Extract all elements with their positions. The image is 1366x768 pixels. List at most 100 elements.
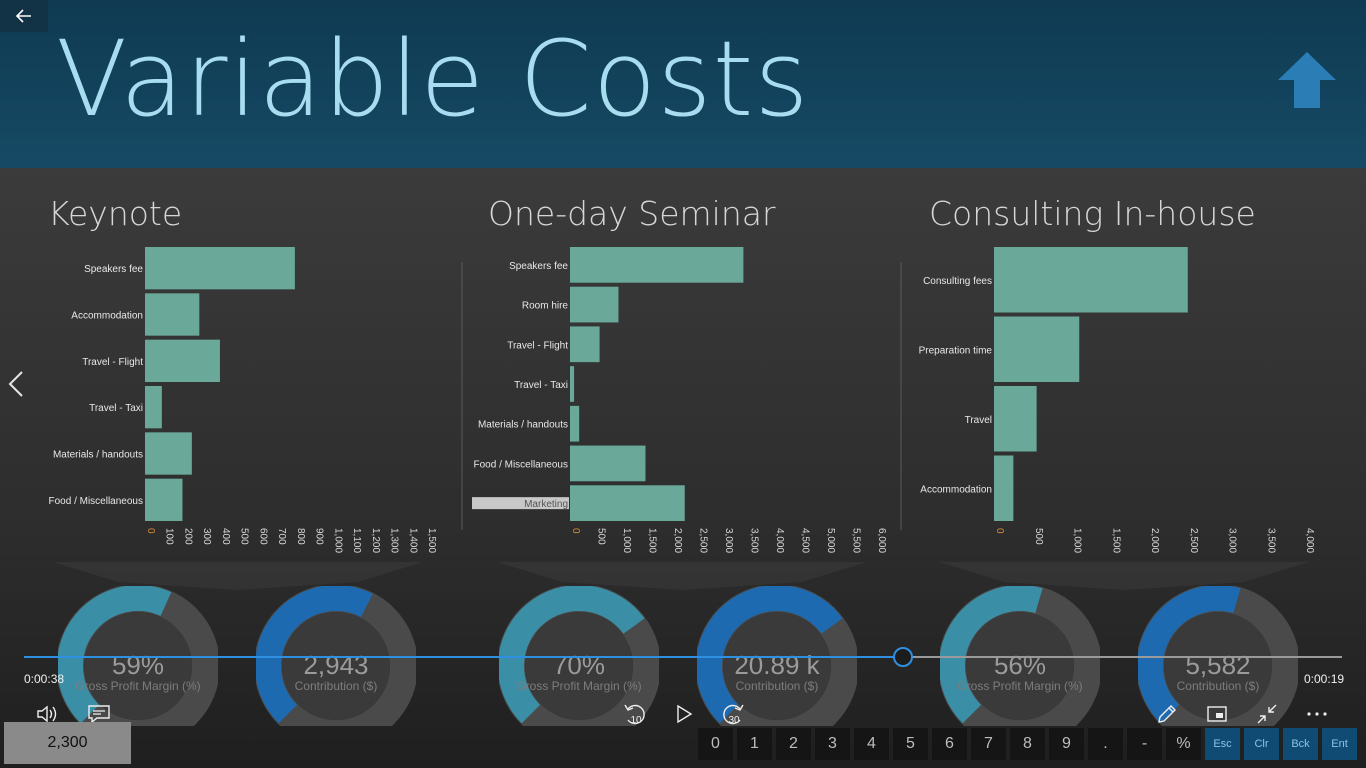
gauge-value: 2,943 xyxy=(303,650,369,680)
x-tick-label: 1,500 xyxy=(1110,528,1121,553)
gauge-label: Gross Profit Margin (%) xyxy=(75,679,201,693)
more-icon xyxy=(1307,712,1327,716)
previous-slide-icon[interactable] xyxy=(4,368,28,400)
gauge-center xyxy=(1164,612,1272,720)
exit-fullscreen-button[interactable] xyxy=(1253,700,1281,728)
x-tick-label: 6,000 xyxy=(876,528,887,553)
x-tick-label: 300 xyxy=(201,528,212,545)
calculator-display: 2,300 xyxy=(4,722,131,764)
x-tick-label: 5,000 xyxy=(825,528,836,553)
gauge-center xyxy=(525,612,633,720)
category-highlight xyxy=(472,497,569,510)
bar xyxy=(570,247,744,283)
gauge-value: 59% xyxy=(111,650,165,680)
bar xyxy=(145,247,295,290)
category-label: Travel - Taxi xyxy=(514,380,568,391)
pen-icon xyxy=(1158,705,1176,723)
x-tick-label: 1,400 xyxy=(407,528,418,553)
x-tick-label: 500 xyxy=(239,528,250,545)
x-tick-label: 2,000 xyxy=(1149,528,1160,553)
keypad-key[interactable]: 6 xyxy=(932,728,967,760)
x-tick-label: 400 xyxy=(220,528,231,545)
x-tick-label: 2,500 xyxy=(1188,528,1199,553)
captions-icon xyxy=(88,705,110,724)
play-button[interactable] xyxy=(670,700,698,728)
x-tick-label: 1,500 xyxy=(647,528,658,553)
gauge-value: 20.89 k xyxy=(734,650,820,680)
x-tick-label: 800 xyxy=(295,528,306,545)
mini-view-button[interactable] xyxy=(1203,700,1231,728)
exit-fullscreen-icon xyxy=(1257,704,1277,724)
bar xyxy=(570,445,646,482)
x-tick-label: 4,500 xyxy=(800,528,811,553)
category-label: Speakers fee xyxy=(509,261,568,272)
x-tick-label: 1,100 xyxy=(351,528,362,553)
bar xyxy=(145,432,192,475)
keypad-key[interactable]: - xyxy=(1127,728,1162,760)
slide-header: Variable Costs xyxy=(0,0,1366,168)
x-tick-label: 4,000 xyxy=(1304,528,1315,553)
keypad-key[interactable]: 4 xyxy=(854,728,889,760)
back-button[interactable] xyxy=(0,0,48,32)
keypad-clr-key[interactable]: Clr xyxy=(1244,728,1279,760)
bar xyxy=(570,326,600,363)
gauge-fill xyxy=(939,585,1043,724)
keypad-key[interactable]: 2 xyxy=(776,728,811,760)
category-label: Travel - Flight xyxy=(507,340,568,351)
bar xyxy=(570,405,580,442)
gauge-center xyxy=(723,612,831,720)
bar xyxy=(145,293,200,336)
x-tick-label: 2,500 xyxy=(698,528,709,553)
pen-button[interactable] xyxy=(1153,700,1181,728)
forward-button[interactable]: 30 xyxy=(718,700,748,728)
back-arrow-icon xyxy=(16,9,31,23)
keypad-key[interactable]: 0 xyxy=(698,728,733,760)
panel-chevron xyxy=(939,562,1309,590)
keypad-key[interactable]: 7 xyxy=(971,728,1006,760)
bar xyxy=(570,366,575,402)
category-label: Food / Miscellaneous xyxy=(49,496,144,507)
keypad-esc-key[interactable]: Esc xyxy=(1205,728,1240,760)
x-tick-label: 0 xyxy=(570,528,581,534)
x-tick-label: 500 xyxy=(596,528,607,545)
keypad-key[interactable]: 9 xyxy=(1049,728,1084,760)
x-tick-label: 600 xyxy=(257,528,268,545)
play-icon xyxy=(677,704,693,724)
keypad-ent-key[interactable]: Ent xyxy=(1322,728,1357,760)
x-tick-label: 5,500 xyxy=(851,528,862,553)
panel-title-seminar: One-day Seminar xyxy=(488,194,776,233)
x-tick-label: 200 xyxy=(182,528,193,545)
gauge-label: Contribution ($) xyxy=(294,679,378,693)
volume-icon xyxy=(37,705,57,723)
keypad-key[interactable]: 1 xyxy=(737,728,772,760)
gauge-fill xyxy=(57,585,172,724)
x-tick-label: 1,000 xyxy=(332,528,343,553)
keypad-key[interactable]: 3 xyxy=(815,728,850,760)
category-label: Travel - Taxi xyxy=(89,403,143,414)
category-label: Accommodation xyxy=(71,311,143,322)
slide-title: Variable Costs xyxy=(56,18,810,140)
keypad-key[interactable]: 5 xyxy=(893,728,928,760)
gauge-label: Gross Profit Margin (%) xyxy=(516,679,642,693)
x-tick-label: 1,000 xyxy=(1072,528,1083,553)
gauge-fill xyxy=(498,585,645,724)
seek-thumb[interactable] xyxy=(893,647,914,667)
keypad-key[interactable]: % xyxy=(1166,728,1201,760)
rewind-button[interactable]: 10 xyxy=(620,700,650,728)
remaining-time: 0:00:19 xyxy=(1304,672,1345,686)
bar xyxy=(994,386,1037,452)
seek-bar[interactable] xyxy=(24,656,1342,658)
bar xyxy=(994,455,1014,521)
keypad-key[interactable]: . xyxy=(1088,728,1123,760)
category-label: Preparation time xyxy=(919,345,993,356)
x-tick-label: 500 xyxy=(1033,528,1044,545)
bar xyxy=(570,485,685,521)
keypad-key[interactable]: 8 xyxy=(1010,728,1045,760)
volume-button[interactable] xyxy=(34,700,62,728)
gauge-label: Contribution ($) xyxy=(735,679,819,693)
keypad-bck-key[interactable]: Bck xyxy=(1283,728,1318,760)
more-options-button[interactable] xyxy=(1303,700,1331,728)
up-arrow-icon[interactable] xyxy=(1276,50,1338,110)
captions-button[interactable] xyxy=(85,700,113,728)
x-tick-label: 1,000 xyxy=(621,528,632,553)
